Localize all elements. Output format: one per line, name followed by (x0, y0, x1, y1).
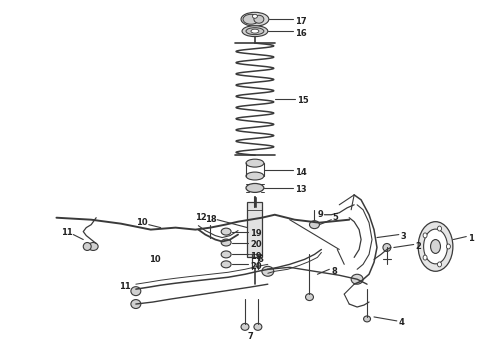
Ellipse shape (310, 221, 319, 229)
Text: 11: 11 (119, 282, 131, 291)
Text: 3: 3 (401, 232, 407, 241)
Ellipse shape (424, 229, 447, 264)
Ellipse shape (246, 28, 264, 35)
Ellipse shape (351, 274, 363, 284)
Ellipse shape (242, 26, 268, 37)
Ellipse shape (254, 15, 264, 23)
Ellipse shape (221, 239, 231, 246)
Ellipse shape (252, 14, 257, 18)
Text: 5: 5 (332, 213, 338, 222)
Ellipse shape (431, 239, 441, 253)
Ellipse shape (221, 228, 231, 235)
Text: 19: 19 (250, 229, 262, 238)
Ellipse shape (131, 300, 141, 309)
Text: 20: 20 (250, 262, 262, 271)
Ellipse shape (438, 226, 441, 231)
Text: 7: 7 (248, 332, 254, 341)
Ellipse shape (241, 12, 269, 26)
Text: 10: 10 (136, 218, 147, 227)
Text: 6: 6 (258, 255, 264, 264)
Text: 20: 20 (250, 240, 262, 249)
Ellipse shape (246, 172, 264, 180)
Ellipse shape (251, 29, 259, 33)
Ellipse shape (446, 244, 450, 249)
Ellipse shape (438, 262, 441, 267)
Ellipse shape (83, 243, 91, 251)
Ellipse shape (88, 243, 98, 251)
Text: 4: 4 (399, 318, 405, 327)
Text: 13: 13 (294, 185, 306, 194)
Ellipse shape (364, 316, 370, 322)
Ellipse shape (418, 222, 453, 271)
Ellipse shape (243, 14, 259, 24)
Bar (247, 202, 262, 257)
Text: 18: 18 (205, 215, 217, 224)
Ellipse shape (262, 266, 274, 276)
Ellipse shape (306, 294, 314, 301)
Text: 1: 1 (468, 234, 474, 243)
Text: 12: 12 (196, 213, 207, 222)
Ellipse shape (221, 261, 231, 268)
Text: 8: 8 (331, 267, 337, 276)
Text: 17: 17 (294, 17, 306, 26)
Ellipse shape (423, 233, 427, 238)
Ellipse shape (241, 323, 249, 330)
Text: 14: 14 (294, 167, 306, 176)
Text: 10: 10 (149, 255, 160, 264)
Ellipse shape (246, 159, 264, 167)
Ellipse shape (221, 251, 231, 258)
Text: 2: 2 (416, 242, 421, 251)
Text: 9: 9 (318, 210, 323, 219)
Ellipse shape (383, 243, 391, 251)
Text: 15: 15 (296, 96, 308, 105)
Ellipse shape (254, 323, 262, 330)
Text: 19: 19 (250, 252, 262, 261)
Ellipse shape (131, 287, 141, 296)
Ellipse shape (246, 184, 264, 192)
Ellipse shape (423, 255, 427, 260)
Text: 16: 16 (294, 29, 306, 38)
Text: 11: 11 (61, 228, 73, 237)
